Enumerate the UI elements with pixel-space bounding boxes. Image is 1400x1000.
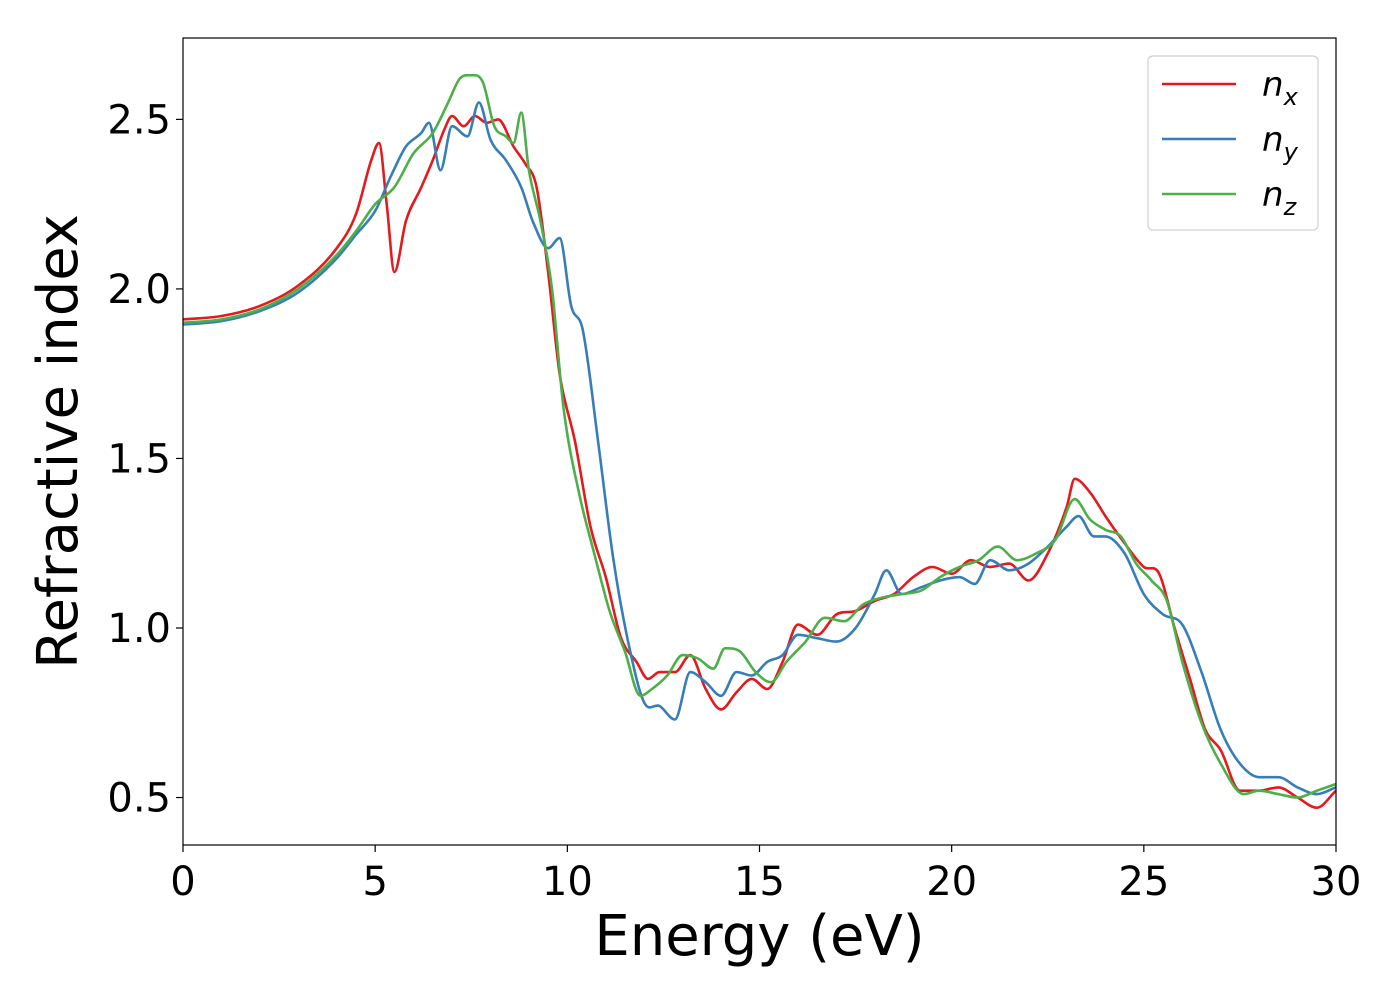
series-line-ny (182, 101, 1337, 796)
legend-label-base: n (1262, 120, 1284, 160)
y-tick-label: 1.5 (107, 436, 171, 482)
x-tick-label: 30 (1311, 859, 1362, 905)
series-line-nz (182, 73, 1337, 799)
x-tick-label: 0 (170, 859, 195, 905)
x-tick-label: 5 (362, 859, 387, 905)
legend-label-base: n (1262, 65, 1284, 105)
legend-label-nz: nz (1262, 175, 1298, 221)
legend-label-ny: ny (1262, 120, 1299, 166)
y-tick-label: 2.0 (107, 267, 171, 313)
y-tick-label: 1.0 (107, 606, 171, 652)
legend-label-subscript: z (1283, 193, 1298, 221)
y-tick-label: 0.5 (107, 776, 171, 822)
series-layer (182, 73, 1337, 809)
x-axis: 0 5 10 15 20 25 30 (170, 845, 1361, 905)
legend-box (1147, 55, 1319, 231)
legend-label-base: n (1262, 175, 1284, 215)
y-axis-title: Refractive index (26, 214, 91, 669)
x-tick-label: 15 (734, 859, 785, 905)
legend-label-subscript: x (1283, 83, 1299, 111)
y-axis: 0.5 1.0 1.5 2.0 2.5 (107, 97, 183, 822)
x-axis-title: Energy (eV) (594, 904, 924, 969)
x-tick-label: 25 (1118, 859, 1169, 905)
x-tick-label: 20 (926, 859, 977, 905)
x-tick-label: 10 (542, 859, 593, 905)
y-tick-label: 2.5 (107, 97, 171, 143)
legend-label-subscript: y (1283, 138, 1299, 166)
legend-label-nx: nx (1262, 65, 1299, 111)
